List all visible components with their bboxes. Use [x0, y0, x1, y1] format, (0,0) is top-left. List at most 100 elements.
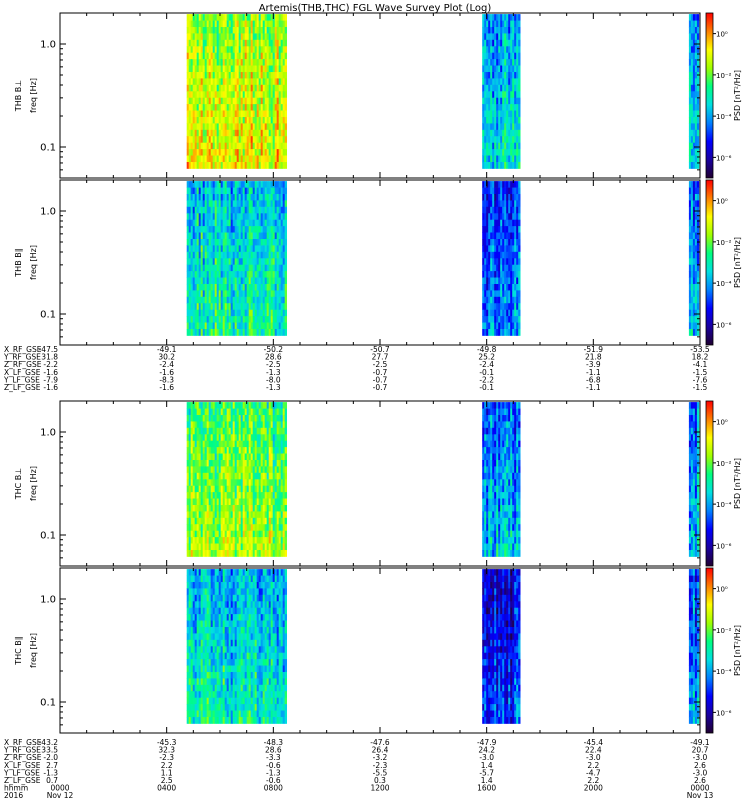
spectrogram-block [482, 181, 521, 336]
ephemeris-row-label: Z_RF_GSE [4, 360, 42, 369]
ephemeris-value: 2.2 [587, 776, 599, 785]
ephemeris-value: 2.2 [161, 761, 173, 770]
colorbar: 10⁰ 10⁻² 10⁻⁴ 10⁻⁶ PSD [nT²/Hz] [705, 12, 742, 179]
ephemeris-value: 2.7 [46, 761, 58, 770]
time-axis-label: hhmm [4, 784, 28, 793]
date-label: Nov 13 [687, 791, 714, 800]
spectrogram-block [482, 14, 521, 169]
ephemeris-value: -0.7 [373, 375, 388, 384]
spectrogram-block [186, 402, 287, 557]
ephemeris-value: -8.3 [159, 375, 174, 384]
ephemeris-row-label: Y_LF_GSE [3, 375, 40, 384]
ephemeris-value: 2.2 [587, 761, 599, 770]
panel-yunit: freq [Hz] [29, 78, 38, 113]
colorbar-tick-label: 10⁻⁶ [716, 542, 732, 550]
colorbar-tick-label: 10⁻⁴ [716, 501, 732, 509]
spectrogram-block [186, 569, 287, 724]
ephemeris-value: -7.6 [693, 375, 708, 384]
ephemeris-value: 0.7 [46, 776, 58, 785]
panel-ylabel: THC B⊥ [14, 468, 23, 501]
panel-thc-bpar: 1.0 0.1 THC B∥ freq [Hz] 10⁰ 10⁻² 10⁻⁴ 10⁻⁶ PSD … [14, 567, 742, 734]
ephemeris-value: -1.6 [159, 368, 174, 377]
ephemeris-value: -1.3 [266, 368, 281, 377]
ephemeris-value: 33.5 [41, 746, 58, 755]
ephemeris-value: -1.1 [586, 383, 601, 392]
ephemeris-value: -49.8 [477, 345, 497, 354]
ephemeris-value: 1.1 [161, 768, 173, 777]
ephemeris-value: -50.7 [370, 345, 390, 354]
ephemeris-value: -2.2 [43, 360, 58, 369]
ephemeris-value: -50.2 [264, 345, 284, 354]
ephemeris-value: -0.6 [266, 761, 281, 770]
ephemeris-value: -1.6 [43, 368, 58, 377]
ephemeris-value: -3.9 [586, 360, 601, 369]
ephemeris-row-label: X_RF_GSE [4, 345, 42, 354]
ephemeris-value: -43.2 [39, 738, 59, 747]
time-tick-label: 0000 [50, 784, 69, 793]
colorbar-tick-label: 10⁻² [716, 460, 732, 468]
ephemeris-value: -0.1 [479, 368, 494, 377]
ephemeris-value: -4.7 [586, 768, 601, 777]
panel-ylabel: THB B⊥ [14, 80, 23, 112]
spectrogram-block [482, 402, 521, 557]
panel-thb-bperp: 1.0 0.1 THB B⊥ freq [Hz] 10⁰ 10⁻² 10⁻⁴ 10⁻⁶ PSD … [14, 12, 742, 179]
ephemeris-value: -3.0 [693, 753, 708, 762]
ephemeris-value: -0.7 [373, 383, 388, 392]
ephemeris-row-label: Y_RF_GSE [3, 746, 41, 755]
ephemeris-value: 30.2 [158, 353, 175, 362]
panel-ylabel: THB B∥ [14, 248, 23, 277]
ephemeris-value: 2.6 [694, 761, 706, 770]
ephemeris-row-label: X_LF_GSE [4, 761, 41, 770]
ephemeris-block: X_RF_GSE-43.2 -45.3 -48.3 -47.6 -47.9 -45.4 -4… [3, 738, 710, 785]
colorbar-label: PSD [nT²/Hz] [733, 625, 742, 676]
ephemeris-value: -7.9 [43, 375, 58, 384]
ephemeris-value: -3.2 [373, 753, 388, 762]
ephemeris-value: 21.8 [585, 353, 602, 362]
ephemeris-value: -51.9 [584, 345, 604, 354]
ephemeris-value: -45.3 [157, 738, 177, 747]
ephemeris-value: -1.6 [43, 383, 58, 392]
y-tick-label: 1.0 [40, 595, 56, 606]
ephemeris-value: -1.5 [693, 368, 708, 377]
ephemeris-value: -1.5 [693, 383, 708, 392]
colorbar-tick-label: 10⁻⁶ [716, 321, 732, 329]
ephemeris-value: 27.7 [372, 353, 389, 362]
ephemeris-value: -8.0 [266, 375, 281, 384]
time-tick-label: 2000 [584, 784, 603, 793]
ephemeris-row-label: Y_RF_GSE [3, 353, 41, 362]
spectrogram-block [688, 181, 700, 336]
ephemeris-value: -2.3 [159, 753, 174, 762]
year-label: 2016 [4, 791, 23, 800]
ephemeris-value: -1.6 [159, 383, 174, 392]
panel-thc-bperp: 1.0 0.1 THC B⊥ freq [Hz] 10⁰ 10⁻² 10⁻⁴ 10⁻⁶ PSD … [14, 400, 742, 567]
colorbar: 10⁰ 10⁻² 10⁻⁴ 10⁻⁶ PSD [nT²/Hz] [705, 567, 742, 734]
ephemeris-value: -0.7 [373, 368, 388, 377]
colorbar-tick-label: 10⁻⁶ [716, 709, 732, 717]
ephemeris-value: 20.7 [692, 746, 709, 755]
panel-frame [59, 567, 701, 734]
ephemeris-value: -53.5 [690, 345, 710, 354]
colorbar: 10⁰ 10⁻² 10⁻⁴ 10⁻⁶ PSD [nT²/Hz] [705, 400, 742, 567]
ephemeris-value: 18.2 [692, 353, 709, 362]
ephemeris-row-label: Y_LF_GSE [3, 768, 40, 777]
panel-yunit: freq [Hz] [29, 633, 38, 668]
spectrogram-block [186, 14, 287, 169]
ephemeris-value: -2.4 [159, 360, 174, 369]
ephemeris-row-label: X_LF_GSE [4, 368, 41, 377]
ephemeris-value: 0.3 [374, 776, 386, 785]
colorbar-tick-label: 10⁰ [716, 31, 728, 39]
y-tick-label: 1.0 [40, 428, 56, 439]
ephemeris-value: 1.4 [481, 776, 493, 785]
time-tick-label: 1600 [477, 784, 496, 793]
ephemeris-value: -1.3 [43, 768, 58, 777]
ephemeris-value: -49.1 [690, 738, 710, 747]
ephemeris-row-label: Z_LF_GSE [4, 776, 41, 785]
ephemeris-value: -45.4 [584, 738, 604, 747]
ephemeris-block: X_RF_GSE-47.5 -49.1 -50.2 -50.7 -49.8 -51.9 -5… [3, 345, 710, 392]
colorbar-tick-label: 10⁻² [716, 627, 732, 635]
spectrogram-block [688, 402, 700, 557]
y-tick-label: 0.1 [40, 530, 56, 541]
figure-title: Artemis(THB,THC) FGL Wave Survey Plot (L… [259, 3, 492, 14]
ephemeris-value: 32.3 [158, 746, 175, 755]
